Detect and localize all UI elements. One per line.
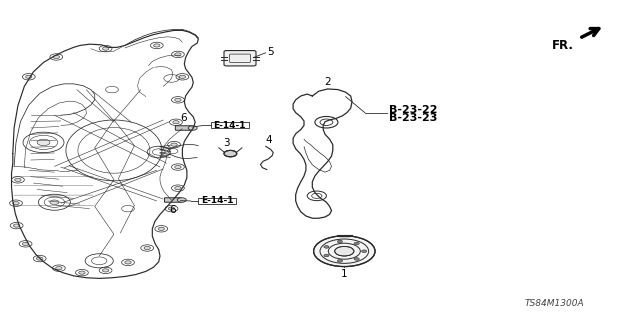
Circle shape — [179, 75, 186, 78]
Text: B-23-22: B-23-22 — [389, 105, 438, 116]
Circle shape — [26, 75, 32, 78]
FancyBboxPatch shape — [198, 198, 236, 204]
Circle shape — [144, 246, 150, 250]
Circle shape — [125, 261, 131, 264]
Text: 6: 6 — [170, 205, 176, 215]
Circle shape — [50, 200, 59, 204]
Text: E-14-1: E-14-1 — [201, 196, 233, 205]
FancyBboxPatch shape — [211, 122, 249, 128]
Text: FR.: FR. — [552, 39, 574, 52]
Circle shape — [102, 47, 109, 50]
Circle shape — [171, 143, 177, 146]
Circle shape — [79, 271, 85, 274]
Circle shape — [102, 269, 109, 272]
Text: E-14-1: E-14-1 — [214, 121, 246, 130]
Circle shape — [175, 187, 181, 190]
Circle shape — [13, 202, 19, 205]
Circle shape — [168, 207, 175, 210]
Circle shape — [158, 227, 164, 230]
Circle shape — [175, 98, 181, 101]
FancyBboxPatch shape — [175, 126, 192, 130]
Circle shape — [324, 254, 329, 257]
Circle shape — [337, 240, 342, 243]
Circle shape — [53, 55, 60, 59]
Circle shape — [337, 260, 342, 262]
Text: 6: 6 — [180, 113, 187, 123]
Circle shape — [22, 242, 29, 245]
Circle shape — [173, 121, 179, 124]
Text: 3: 3 — [223, 138, 230, 148]
Text: TS84M1300A: TS84M1300A — [525, 299, 584, 308]
Circle shape — [15, 178, 21, 181]
Text: 2: 2 — [324, 77, 331, 87]
FancyBboxPatch shape — [164, 198, 181, 202]
Circle shape — [56, 267, 62, 270]
Text: 1: 1 — [341, 269, 348, 279]
Circle shape — [224, 150, 237, 157]
Circle shape — [13, 224, 20, 227]
Circle shape — [324, 246, 329, 248]
Circle shape — [154, 44, 160, 47]
Circle shape — [362, 250, 367, 252]
Circle shape — [175, 53, 181, 56]
FancyBboxPatch shape — [224, 51, 256, 66]
Circle shape — [177, 198, 186, 202]
Circle shape — [335, 246, 354, 256]
Circle shape — [314, 236, 375, 267]
Circle shape — [37, 139, 50, 146]
Circle shape — [354, 242, 359, 245]
Circle shape — [36, 257, 43, 260]
Text: 5: 5 — [268, 47, 274, 58]
Text: 4: 4 — [266, 135, 272, 145]
Circle shape — [188, 126, 197, 130]
Text: B-23-23: B-23-23 — [389, 113, 438, 123]
Circle shape — [354, 258, 359, 260]
Circle shape — [175, 165, 181, 169]
